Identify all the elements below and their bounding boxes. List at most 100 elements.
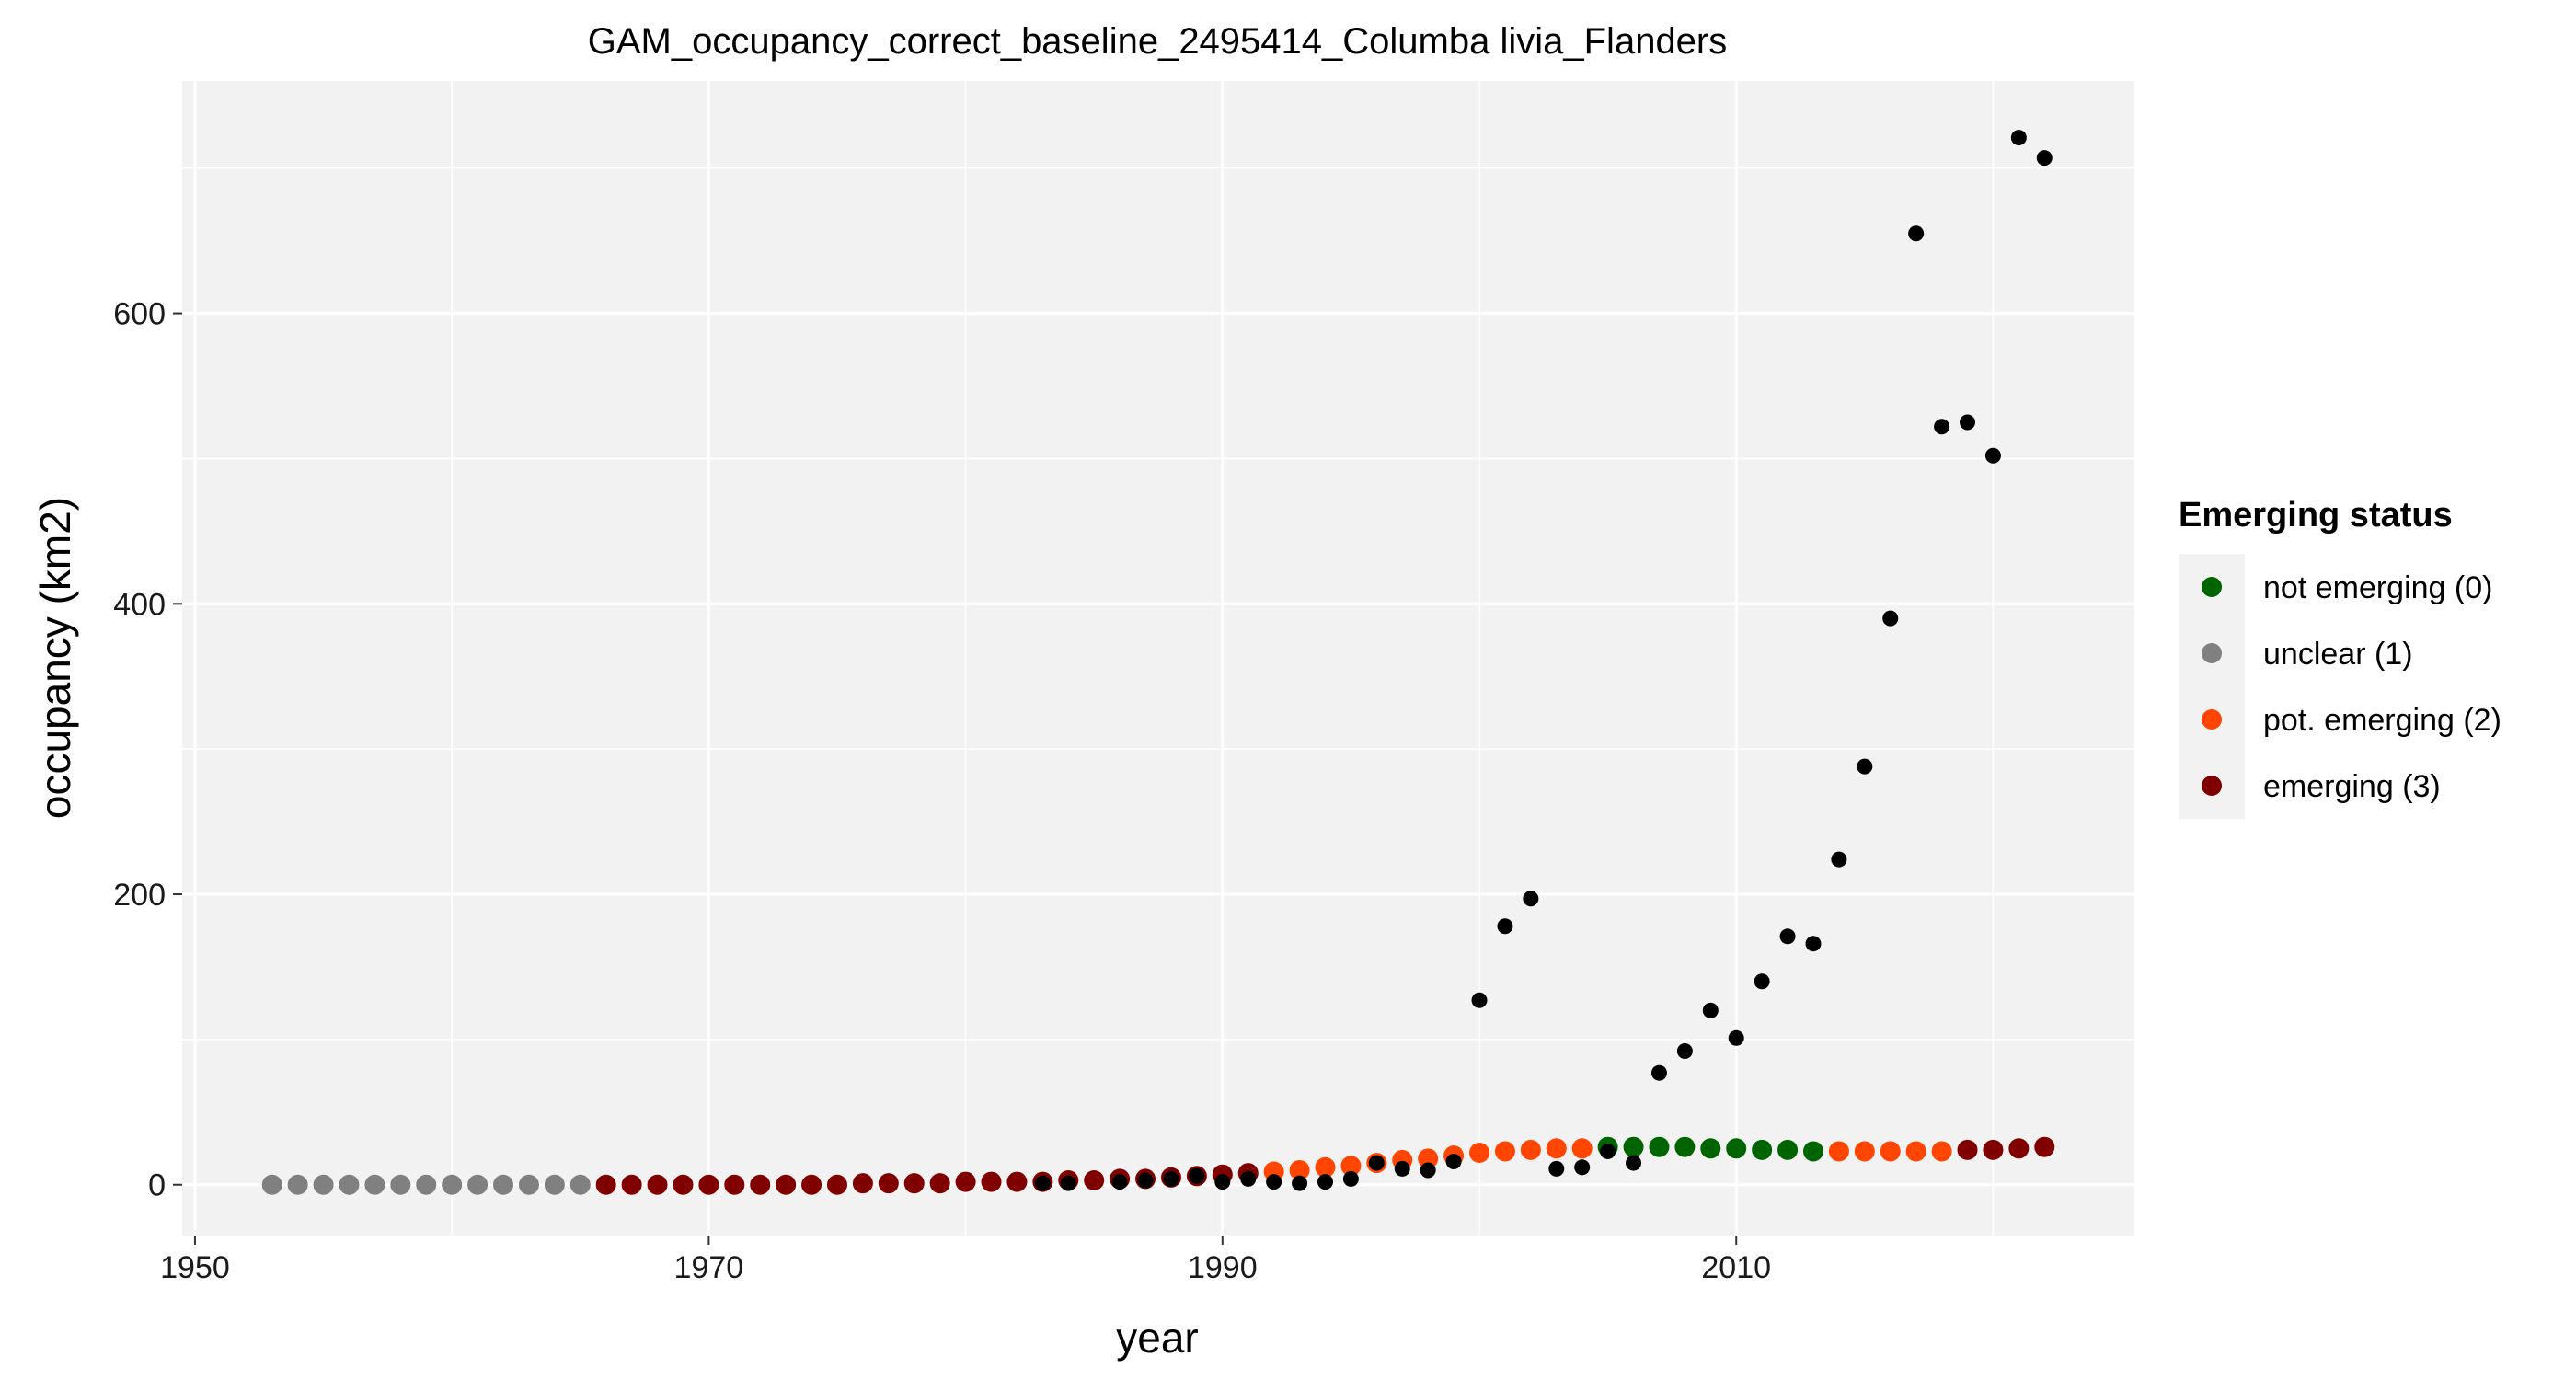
y-tick-label: 400 (113, 587, 166, 622)
y-axis-title: occupancy (km2) (31, 497, 79, 819)
x-tick-label: 1950 (160, 1250, 230, 1285)
fitted-point (903, 1173, 925, 1194)
fitted-point (544, 1174, 565, 1195)
observed-point (1497, 918, 1513, 935)
fitted-point (724, 1174, 745, 1195)
y-tick-label: 200 (113, 878, 166, 913)
legend-label-emerging: emerging (3) (2263, 769, 2441, 804)
fitted-point (2008, 1138, 2030, 1159)
legend-key-emerging (2202, 776, 2222, 796)
observed-point (1650, 1064, 1667, 1081)
fitted-point (981, 1171, 1002, 1192)
fitted-point (1006, 1171, 1028, 1192)
legend-label-unclear: unclear (1) (2263, 637, 2413, 672)
legend-key-unclear (2202, 643, 2222, 663)
observed-point (1394, 1160, 1410, 1177)
observed-point (1984, 447, 2001, 464)
y-tick-label: 0 (148, 1168, 166, 1203)
fitted-point (2034, 1136, 2055, 1157)
axis-ticks (173, 312, 1738, 1245)
fitted-point (878, 1173, 899, 1194)
fitted-point (442, 1174, 463, 1195)
x-tick-label: 2010 (1701, 1250, 1771, 1285)
observed-point (1857, 758, 1873, 775)
observed-point (1368, 1155, 1385, 1171)
fitted-point (673, 1174, 694, 1195)
observed-point (1342, 1170, 1359, 1187)
fitted-point (1983, 1139, 2004, 1160)
observed-point (1137, 1172, 1154, 1189)
observed-point (1779, 928, 1796, 945)
observed-point (1882, 610, 1899, 627)
fitted-point (390, 1174, 411, 1195)
x-tick-label: 1990 (1188, 1250, 1258, 1285)
fitted-point (1418, 1148, 1439, 1169)
fitted-point (1494, 1141, 1515, 1162)
fitted-point (1802, 1141, 1823, 1162)
fitted-point (1340, 1156, 1362, 1177)
fitted-point (261, 1174, 282, 1195)
fitted-point (698, 1174, 719, 1195)
observed-point (1600, 1143, 1616, 1159)
fitted-point (595, 1174, 616, 1195)
y-tick-label: 600 (113, 297, 166, 332)
fitted-point (1777, 1139, 1799, 1160)
observed-point (1960, 414, 1976, 431)
observed-point (1523, 891, 1539, 907)
fitted-point (1828, 1141, 1849, 1162)
fitted-point (1084, 1170, 1105, 1191)
observed-point (1060, 1175, 1076, 1191)
observed-point (1908, 225, 1925, 242)
fitted-point (1289, 1159, 1310, 1180)
observed-point (1754, 973, 1770, 990)
legend: Emerging status not emerging (0) unclear… (2179, 496, 2501, 819)
fitted-point (569, 1174, 591, 1195)
fitted-point (1905, 1141, 1926, 1162)
fitted-point (467, 1174, 489, 1195)
fitted-point (826, 1174, 847, 1195)
fitted-point (313, 1174, 334, 1195)
fitted-point (801, 1174, 822, 1195)
x-axis-title: year (1116, 1314, 1198, 1362)
legend-key-not-emerging (2202, 577, 2222, 597)
legend-label-not-emerging: not emerging (0) (2263, 570, 2492, 605)
fitted-point (1752, 1139, 1773, 1160)
minor-gridlines (182, 81, 2134, 1236)
observed-point (1574, 1159, 1591, 1176)
fitted-point (955, 1171, 976, 1192)
observed-point (1240, 1170, 1257, 1187)
observed-point (1420, 1162, 1436, 1179)
observed-point (2036, 150, 2053, 167)
observed-point (1189, 1167, 1205, 1184)
observed-point (1728, 1029, 1744, 1046)
fitted-point (416, 1174, 437, 1195)
observed-point (1805, 936, 1822, 952)
fitted-point (1315, 1156, 1336, 1178)
fitted-point (1854, 1141, 1875, 1162)
fitted-point (364, 1174, 385, 1195)
legend-title: Emerging status (2179, 496, 2453, 535)
x-tick-label: 1970 (674, 1250, 744, 1285)
fitted-point (1571, 1138, 1593, 1159)
chart-title: GAM_occupancy_correct_baseline_2495414_C… (588, 21, 1728, 62)
fitted-point (1700, 1138, 1721, 1159)
fitted-point (493, 1174, 514, 1195)
fitted-point (929, 1173, 950, 1194)
fitted-point (1623, 1136, 1644, 1157)
observed-point (1626, 1155, 1642, 1171)
fitted-point (750, 1174, 771, 1195)
observed-point (2010, 130, 2027, 146)
major-gridlines (182, 81, 2134, 1236)
observed-point (1111, 1174, 1128, 1190)
fitted-point (1649, 1136, 1670, 1157)
legend-key-pot-emerging (2202, 709, 2222, 730)
legend-label-pot-emerging: pot. emerging (2) (2263, 703, 2501, 738)
observed-point (1676, 1043, 1693, 1060)
fitted-point (1726, 1138, 1747, 1159)
observed-point (1317, 1174, 1333, 1190)
observed-points (1034, 130, 2053, 1191)
observed-point (1702, 1002, 1719, 1018)
fitted-point (1880, 1141, 1901, 1162)
